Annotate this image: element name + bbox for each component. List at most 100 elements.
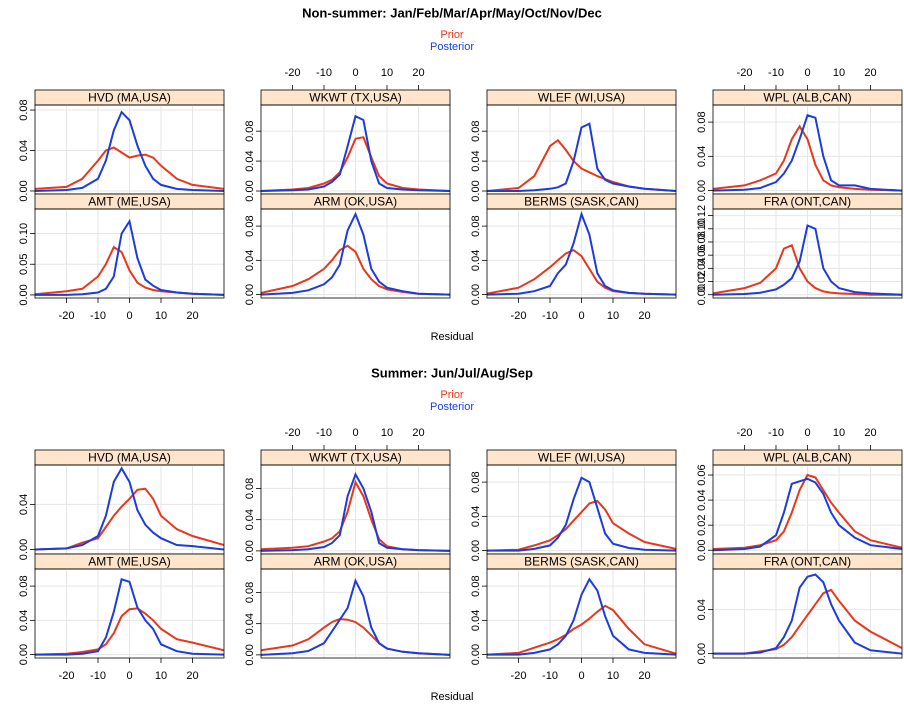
x-tick-label: 0 [126, 670, 132, 682]
y-tick-label: 0.04 [470, 250, 482, 271]
x-axis-label: Residual [431, 691, 474, 703]
density-line [261, 472, 450, 552]
density-line [261, 136, 450, 192]
x-tick-label: 20 [412, 67, 424, 79]
y-tick-label: 0.08 [244, 120, 256, 141]
panel-frame [712, 568, 903, 659]
strip-label: ARM (OK,USA) [314, 195, 397, 209]
x-tick-label: 20 [864, 427, 876, 439]
y-tick-label: 0.02 [696, 271, 708, 292]
y-tick-label: 0.04 [18, 610, 30, 631]
x-tick-label: 10 [155, 310, 167, 322]
x-tick-label: -10 [542, 670, 558, 682]
x-tick-label: 0 [804, 427, 810, 439]
y-tick-label: 0.00 [470, 284, 482, 305]
strip-label: AMT (ME,USA) [88, 555, 170, 569]
x-tick-label: 10 [381, 427, 393, 439]
x-tick-label: -20 [59, 670, 75, 682]
strip-label: FRA (ONT,CAN) [764, 195, 851, 209]
y-tick-label: 0.08 [470, 215, 482, 236]
x-tick-label: 20 [412, 427, 424, 439]
density-line [713, 124, 902, 192]
x-tick-label: 20 [186, 670, 198, 682]
x-tick-label: 10 [155, 670, 167, 682]
x-tick-label: 10 [607, 670, 619, 682]
y-tick-label: 0.08 [244, 215, 256, 236]
strip-label: BERMS (SASK,CAN) [524, 195, 639, 209]
x-tick-label: 0 [804, 67, 810, 79]
density-line [35, 607, 224, 656]
density-line [487, 499, 676, 552]
y-tick-label: 0.04 [470, 610, 482, 631]
y-tick-label: 0.04 [470, 506, 482, 527]
strip-label: HVD (MA,USA) [88, 451, 171, 465]
y-tick-label: 0.04 [244, 150, 256, 171]
y-tick-label: 0.08 [244, 582, 256, 603]
y-tick-label: 0.06 [696, 244, 708, 265]
y-tick-label: 0.10 [18, 223, 30, 244]
y-tick-label: 0.00 [696, 180, 708, 201]
y-tick-label: 0.04 [244, 250, 256, 271]
density-line [35, 578, 224, 656]
y-tick-label: 0.00 [18, 180, 30, 201]
y-tick-label: 0.08 [696, 231, 708, 252]
strip-label: FRA (ONT,CAN) [764, 555, 851, 569]
y-tick-label: 0.04 [696, 599, 708, 620]
x-tick-label: 10 [833, 427, 845, 439]
y-tick-label: 0.08 [18, 99, 30, 120]
density-line [713, 477, 902, 552]
y-tick-label: 0.08 [18, 575, 30, 596]
y-tick-label: 0.00 [18, 539, 30, 560]
legend-label: Posterior [430, 41, 474, 53]
y-tick-label: 0.04 [470, 150, 482, 171]
y-tick-label: 0.02 [696, 514, 708, 535]
y-tick-label: 0.00 [470, 540, 482, 561]
panel-frame [260, 208, 451, 299]
y-tick-label: 0.00 [696, 540, 708, 561]
y-tick-label: 0.10 [696, 218, 708, 239]
x-tick-label: 20 [864, 67, 876, 79]
y-tick-label: 0.00 [244, 284, 256, 305]
strip-label: WLEF (WI,USA) [538, 451, 625, 465]
density-line [261, 114, 450, 192]
x-tick-label: -20 [59, 310, 75, 322]
density-line [487, 122, 676, 192]
x-tick-label: 0 [352, 67, 358, 79]
x-tick-label: -20 [737, 427, 753, 439]
x-tick-label: 20 [186, 310, 198, 322]
density-line [261, 577, 450, 656]
strip-label: WPL (ALB,CAN) [763, 91, 851, 105]
density-line [487, 476, 676, 552]
x-tick-label: -20 [737, 67, 753, 79]
y-tick-label: 0.04 [18, 494, 30, 515]
x-tick-label: -10 [542, 310, 558, 322]
density-line [713, 224, 902, 296]
x-tick-label: 20 [638, 670, 650, 682]
x-tick-label: 0 [578, 310, 584, 322]
density-line [261, 211, 450, 296]
y-tick-label: 0.04 [696, 146, 708, 167]
x-tick-label: 20 [638, 310, 650, 322]
x-tick-label: -10 [768, 67, 784, 79]
y-tick-label: 0.08 [470, 575, 482, 596]
y-tick-label: 0.04 [696, 489, 708, 510]
y-tick-label: 0.00 [696, 643, 708, 664]
strip-label: WKWT (TX,USA) [309, 91, 401, 105]
y-tick-label: 0.04 [244, 613, 256, 634]
y-tick-label: 0.06 [696, 464, 708, 485]
y-tick-label: 0.04 [244, 509, 256, 530]
x-tick-label: 10 [833, 67, 845, 79]
legend-label: Prior [440, 389, 464, 401]
panel-frame [712, 208, 903, 299]
y-tick-label: 0.00 [18, 284, 30, 305]
panel-frame [260, 568, 451, 659]
x-tick-label: -10 [90, 670, 106, 682]
x-tick-label: -10 [768, 427, 784, 439]
y-tick-label: 0.08 [244, 478, 256, 499]
y-tick-label: 0.04 [18, 140, 30, 161]
y-tick-label: 0.08 [470, 120, 482, 141]
density-line [35, 110, 224, 192]
y-tick-label: 0.00 [470, 180, 482, 201]
strip-label: BERMS (SASK,CAN) [524, 555, 639, 569]
